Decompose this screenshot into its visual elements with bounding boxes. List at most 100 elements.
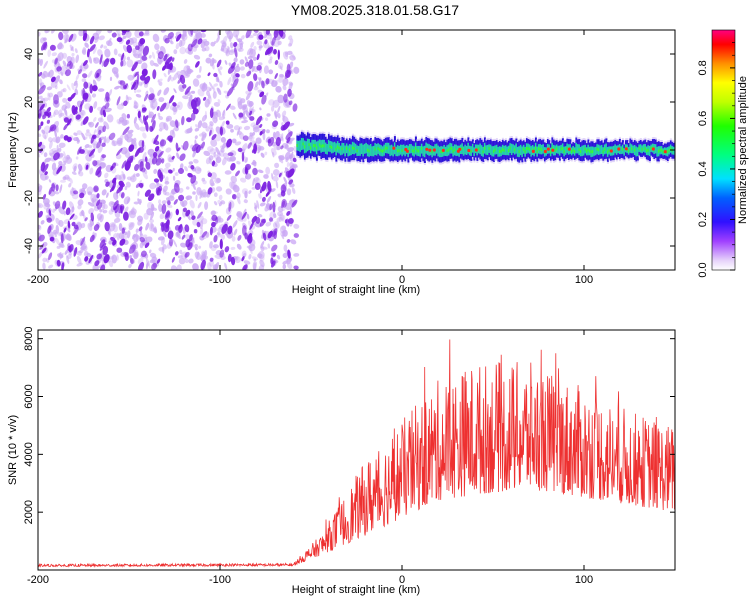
spectrogram-band-core [486,144,489,156]
spectrogram-noise-speckle [213,83,219,87]
spectrogram-noise-blob [98,129,102,135]
spectrogram-noise-blob [259,123,263,128]
snr-y-axis-label: SNR (10 * v/v) [7,415,19,485]
spectrogram-noise-speckle [59,79,63,85]
spectrogram-noise-speckle [158,115,164,121]
snr-y-tick-label: 8000 [23,326,35,350]
spectrogram-noise-speckle [201,122,208,129]
spectrogram-noise-speckle [111,140,118,147]
spectrogram-noise-speckle [286,50,293,56]
spectrogram-noise-speckle [75,156,79,160]
spectrogram-band-core [306,138,309,152]
spectrogram-band-peak [483,146,486,150]
spectrogram-noise-speckle [274,39,280,48]
spectrogram-noise-speckle [245,173,252,180]
spectrogram-band-peak [461,147,464,151]
spectrogram-noise-speckle [44,132,48,140]
spectrogram-noise-blob [128,244,136,254]
spectrogram-noise-speckle [194,251,201,260]
spectrogram-noise-blob [209,226,213,236]
spectrogram-noise-speckle [42,262,46,270]
spectrogram-band-peak [396,149,399,153]
spectrogram-noise-blob [179,74,186,85]
spectrogram-noise-speckle [55,224,60,234]
spectrogram-band-peak [413,149,416,153]
spectrogram-noise-speckle [274,110,278,118]
spectrogram-noise-speckle [293,66,300,74]
spectrogram-noise-speckle [149,218,154,224]
spectrogram-noise-blob [42,163,49,173]
spectrogram-noise-speckle [109,256,115,260]
spectrogram-noise-blob [49,236,55,242]
spectrogram-noise-speckle [172,128,175,135]
spectrogram-noise-speckle [268,69,274,75]
spectrogram-noise-blob [262,232,267,241]
spectrogram-band-peak [329,145,332,148]
spectrogram-band-max [546,147,551,151]
spectrogram-noise-speckle [112,224,118,233]
spectrogram-band-peak [551,146,554,150]
spectrogram-noise-blob [63,227,67,233]
spectrogram-noise-blob [241,256,245,262]
spectrogram-noise-speckle [53,111,56,117]
spectrogram-noise-speckle [279,73,285,78]
spectrogram-noise-blob [121,52,125,61]
spectrogram-band-peak [554,148,557,152]
spectrogram-noise-speckle [93,101,98,109]
spectrogram-noise-blob [88,148,96,157]
spectrogram-noise-blob [102,109,106,118]
spectrogram-noise-speckle [103,45,107,49]
spectrogram-noise-speckle [224,170,232,175]
spectrogram-band-core [462,146,465,156]
spectrogram-noise-speckle [131,206,135,214]
spectrogram-noise-speckle [158,199,161,204]
spectrogram-noise-speckle [43,60,48,69]
spectrogram-noise-speckle [95,30,102,36]
spectrogram-noise-speckle [272,175,279,182]
spectrogram-noise-speckle [153,168,158,174]
spectrogram-noise-speckle [197,167,202,172]
spectrogram-noise-blob [38,84,46,95]
spectrogram-band-peak [501,148,504,152]
spectrogram-noise-speckle [250,47,254,55]
spectrogram-noise-speckle [93,57,97,62]
spectrogram-noise-speckle [220,233,226,240]
spectrogram-noise-speckle [213,201,218,206]
spectrogram-noise-blob [258,34,264,40]
spectrogram-noise-speckle [179,163,184,170]
spectrogram-noise-speckle [47,92,51,101]
spectrogram-noise-blob [159,172,164,183]
spectrogram-noise-blob [178,194,185,201]
spectrogram-noise-speckle [175,42,180,50]
spectrogram-noise-speckle [113,217,121,223]
spectrogram-noise-blob [161,158,165,164]
spectrogram-noise-speckle [139,126,146,132]
spectrogram-noise-speckle [38,224,42,231]
spectrogram-noise-speckle [129,175,137,183]
spectrogram-noise-speckle [260,246,265,252]
spectrogram-noise-blob [135,182,140,189]
spectrogram-noise-speckle [236,243,242,250]
spectrogram-band-core [389,145,392,157]
spectrogram-noise-blob [181,115,185,126]
spectrogram-noise-speckle [274,162,280,169]
spectrogram-noise-speckle [98,35,105,41]
spectrogram-noise-blob [272,201,276,213]
spectrogram-noise-blob [56,259,61,267]
spectrogram-noise-speckle [153,62,159,67]
spectrogram-noise-blob [251,215,258,223]
spectrogram-noise-speckle [91,93,97,98]
spectrogram-noise-blob [49,124,57,132]
spectrogram-noise-blob [154,145,160,152]
spectrogram-band-peak [453,148,456,152]
spectrogram-noise-blob [219,126,223,136]
spectrogram-noise-speckle [126,59,134,68]
spectrogram-noise-speckle [41,129,46,135]
spectrogram-noise-blob [72,227,80,236]
spectrogram-noise-speckle [59,184,63,194]
spectrogram-noise-blob [139,237,146,243]
spectrogram-band-peak [470,149,473,153]
spectrogram-noise-speckle [99,208,102,213]
spectrogram-noise-blob [131,61,138,72]
